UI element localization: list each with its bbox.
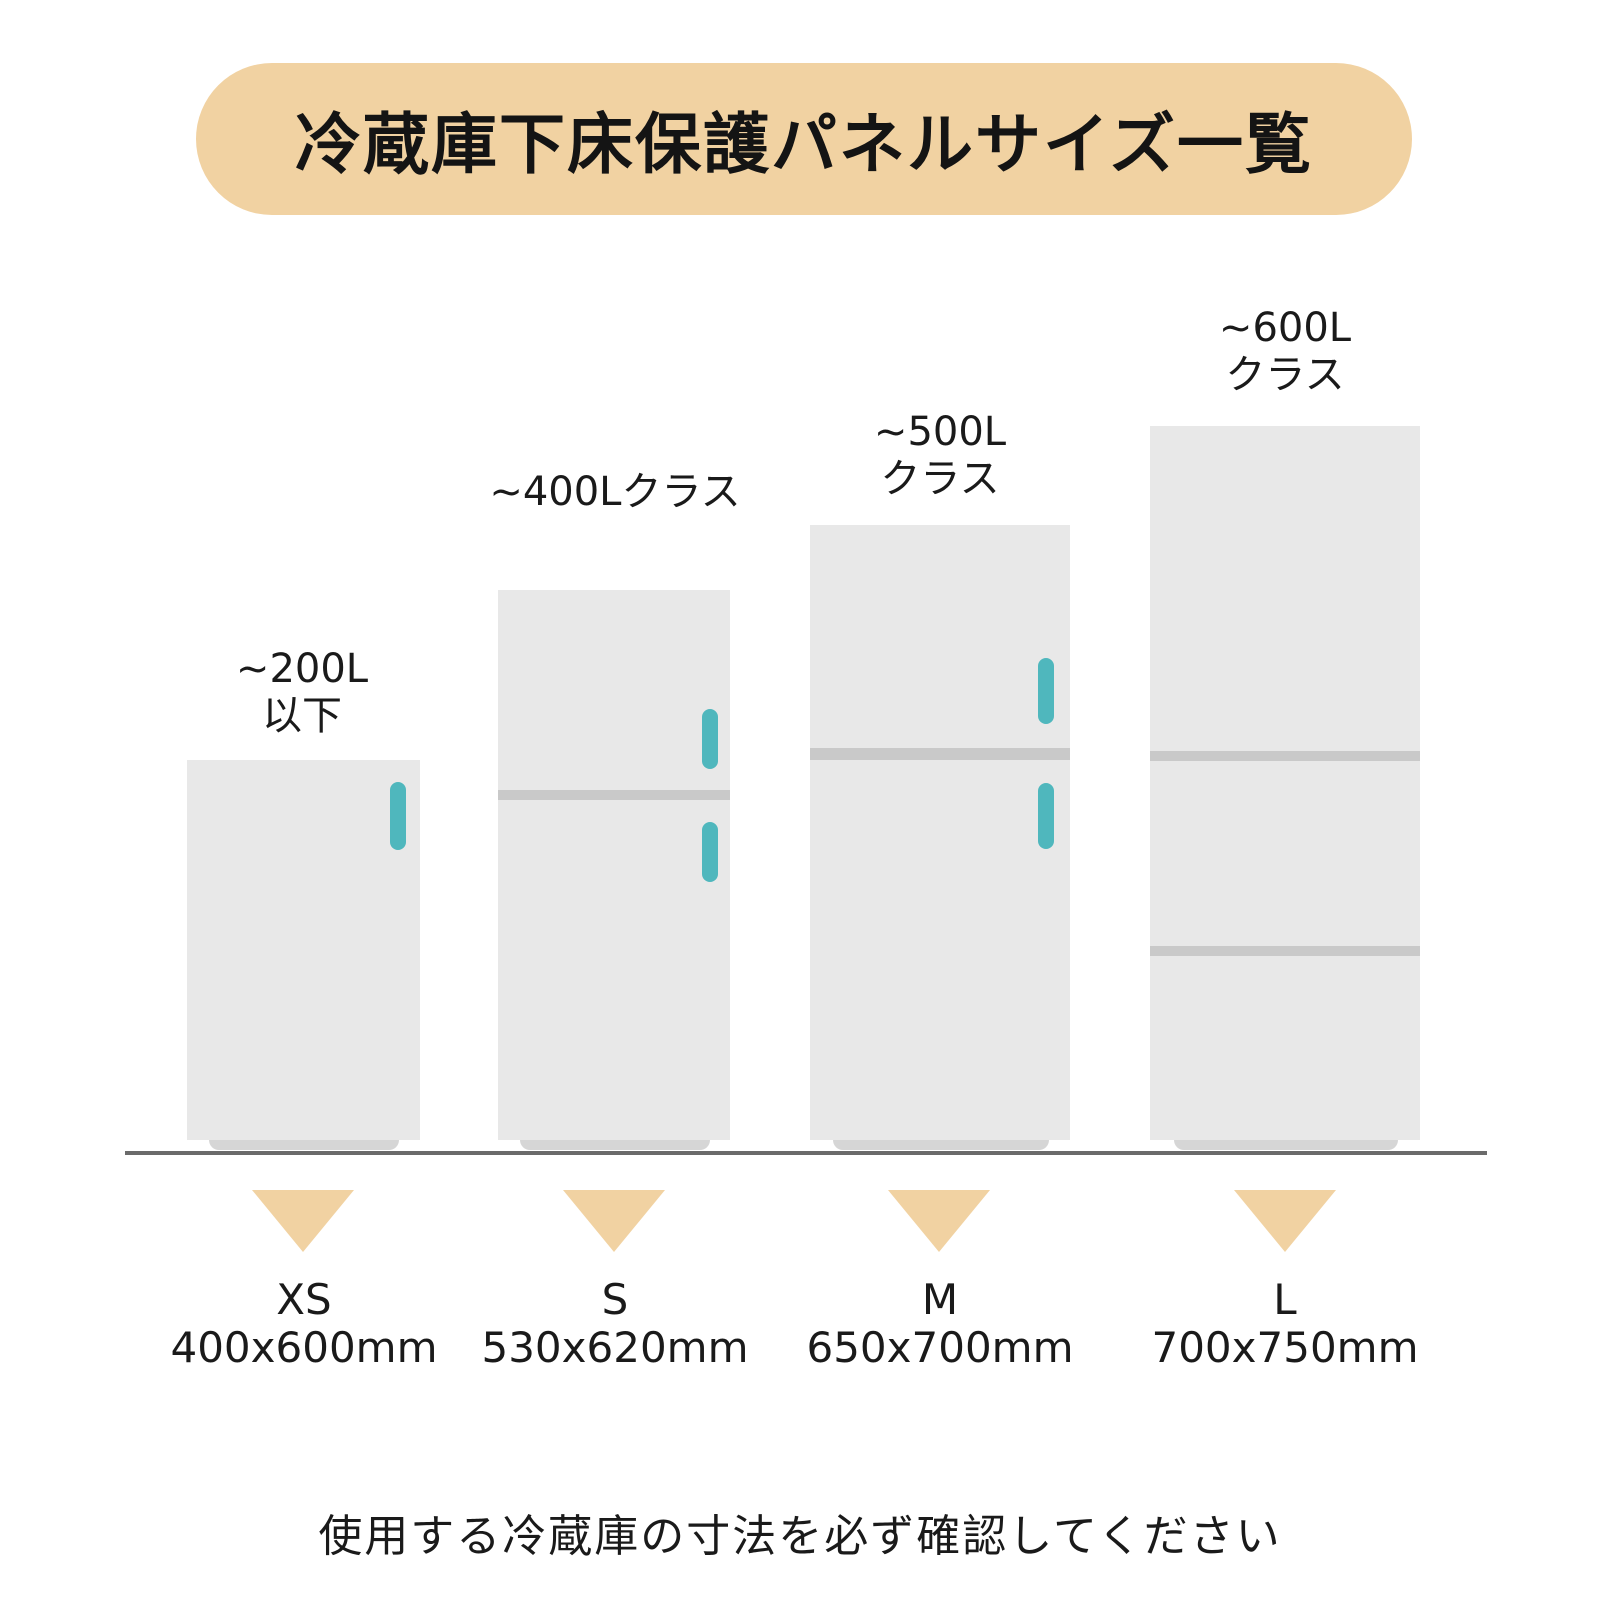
triangle-down-icon bbox=[252, 1190, 354, 1252]
fridge-foot bbox=[833, 1140, 1049, 1150]
door-divider bbox=[1150, 751, 1420, 761]
size-code: S bbox=[601, 1275, 629, 1324]
size-dimensions: 400x600mm bbox=[170, 1323, 438, 1372]
fridge-s-illustration bbox=[498, 590, 730, 1140]
size-label-m: M 650x700mm bbox=[806, 1276, 1073, 1372]
door-handle bbox=[390, 782, 406, 850]
capacity-line: クラス bbox=[880, 456, 1000, 502]
door-divider bbox=[1150, 946, 1420, 956]
size-label-xs: XS 400x600mm bbox=[170, 1276, 437, 1372]
fridge-foot bbox=[520, 1140, 710, 1150]
door-handle bbox=[1038, 783, 1054, 849]
fridge-m-illustration bbox=[810, 525, 1070, 1140]
size-dimensions: 530x620mm bbox=[481, 1323, 749, 1372]
fridge-l-illustration bbox=[1150, 426, 1420, 1140]
size-code: XS bbox=[276, 1275, 332, 1324]
capacity-label-xs: ~200L 以下 bbox=[236, 646, 368, 740]
triangle-down-icon bbox=[888, 1190, 990, 1252]
capacity-line: ~400Lクラス bbox=[489, 469, 741, 515]
size-label-l: L 700x750mm bbox=[1151, 1276, 1418, 1372]
capacity-line: 以下 bbox=[262, 693, 342, 739]
door-handle bbox=[1038, 658, 1054, 724]
size-code: L bbox=[1273, 1275, 1297, 1324]
fridge-xs-illustration bbox=[187, 760, 420, 1140]
door-divider bbox=[810, 748, 1070, 760]
footer-note: 使用する冷蔵庫の寸法を必ず確認してください bbox=[318, 1511, 1282, 1562]
capacity-line: ~500L bbox=[873, 409, 1007, 455]
triangle-down-icon bbox=[1234, 1190, 1336, 1252]
capacity-label-m: ~500L クラス bbox=[874, 409, 1006, 503]
capacity-line: クラス bbox=[1225, 352, 1345, 398]
size-dimensions: 700x750mm bbox=[1151, 1323, 1419, 1372]
size-label-s: S 530x620mm bbox=[481, 1276, 748, 1372]
door-handle bbox=[702, 709, 718, 769]
capacity-line: ~600L bbox=[1218, 305, 1352, 351]
fridge-foot bbox=[1174, 1140, 1398, 1150]
floor-line bbox=[125, 1151, 1487, 1155]
triangle-down-icon bbox=[563, 1190, 665, 1252]
size-code: M bbox=[921, 1275, 959, 1324]
door-handle bbox=[702, 822, 718, 882]
title-banner: 冷蔵庫下床保護パネルサイズ一覧 bbox=[196, 63, 1412, 215]
page-title: 冷蔵庫下床保護パネルサイズ一覧 bbox=[294, 106, 1314, 183]
door-divider bbox=[498, 790, 730, 800]
capacity-line: ~200L bbox=[235, 646, 369, 692]
fridge-foot bbox=[209, 1140, 399, 1150]
capacity-label-l: ~600L クラス bbox=[1219, 305, 1351, 399]
capacity-label-s: ~400Lクラス bbox=[489, 469, 740, 516]
size-dimensions: 650x700mm bbox=[806, 1323, 1074, 1372]
